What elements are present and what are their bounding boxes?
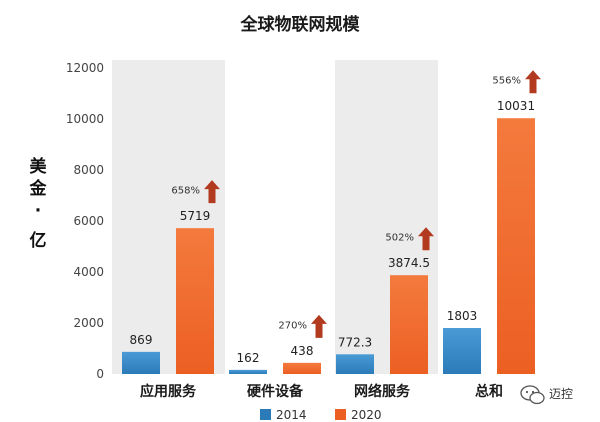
data-label-2014: 1803	[447, 309, 478, 323]
growth-arrow-icon	[311, 315, 327, 338]
y-axis-label: 美 金 · 亿	[29, 156, 48, 251]
growth-percent: 658%	[171, 186, 200, 197]
data-label-2014: 772.3	[338, 335, 372, 349]
category-label: 硬件设备	[247, 383, 304, 400]
bar-2020	[390, 275, 428, 374]
y-tick-label: 4000	[73, 265, 104, 279]
bar-2020	[176, 228, 214, 374]
growth-percent: 556%	[492, 76, 521, 87]
y-axis-label-char: 美	[30, 156, 48, 177]
legend-swatch-2020	[335, 409, 346, 420]
data-label-2020: 5719	[180, 209, 211, 223]
y-tick-label: 8000	[73, 163, 104, 177]
legend: 2014 2020	[260, 408, 382, 422]
y-tick-label: 2000	[73, 316, 104, 330]
wechat-icon	[521, 386, 544, 404]
legend-label-2014: 2014	[276, 408, 307, 422]
y-tick-label: 10000	[66, 112, 104, 126]
background-bands	[112, 60, 438, 374]
legend-label-2020: 2020	[351, 408, 382, 422]
data-label-2020: 10031	[497, 99, 535, 113]
data-label-2014: 162	[237, 351, 260, 365]
y-axis-label-char: 金	[29, 178, 48, 199]
data-label-2020: 438	[291, 344, 314, 358]
watermark-text: 迈控	[549, 387, 573, 401]
bar-2014	[122, 352, 160, 374]
category-label: 总和	[475, 383, 503, 400]
category-label: 应用服务	[140, 383, 197, 400]
data-label-2020: 3874.5	[388, 256, 430, 270]
bar-2014	[443, 328, 481, 374]
growth-percent: 502%	[385, 233, 414, 244]
chart-title: 全球物联网规模	[240, 14, 361, 35]
y-tick-label: 12000	[66, 61, 104, 75]
bar-2014	[229, 370, 267, 374]
bar-2014	[336, 354, 374, 374]
y-axis-label-char: ·	[35, 201, 41, 221]
growth-arrow-icon	[525, 70, 541, 93]
category-label: 网络服务	[354, 383, 411, 400]
data-label-2014: 869	[130, 333, 153, 347]
bar-2020	[497, 118, 535, 374]
watermark: 迈控	[521, 386, 573, 404]
y-axis-label-char: 亿	[30, 230, 47, 251]
y-tick-label: 6000	[73, 214, 104, 228]
x-axis-categories: 应用服务 硬件设备 网络服务 总和	[140, 383, 503, 400]
bar-2020	[283, 363, 321, 374]
growth-percent: 270%	[278, 320, 307, 331]
y-tick-label: 0	[96, 367, 104, 381]
y-axis: 0 2000 4000 6000 8000 10000 12000	[66, 61, 104, 381]
legend-swatch-2014	[260, 409, 271, 420]
